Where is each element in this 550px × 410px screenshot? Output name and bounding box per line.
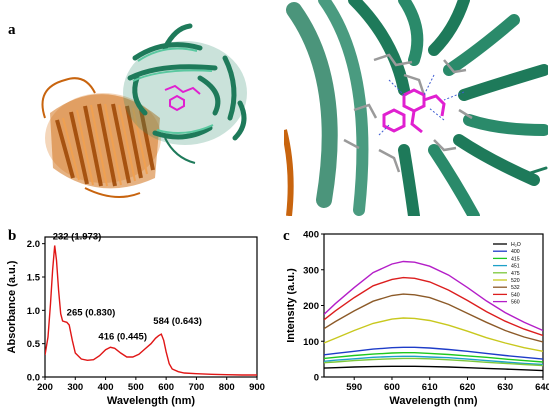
- panel-label-c: c: [283, 228, 290, 244]
- series-line-532: [324, 293, 543, 343]
- y-tick-label: 300: [303, 265, 319, 276]
- green-protein-domain: [123, 23, 247, 164]
- fluorescence-chart: 590 600 610 620 630 640 0 100 200 300 400 Wavelengt…: [287, 230, 549, 407]
- y-tick-label: 100: [303, 337, 319, 348]
- ligand-molecule: [164, 84, 201, 112]
- beta-barrel-domain: [41, 77, 161, 198]
- legend-label: H₂O: [511, 242, 521, 248]
- legend-label: 415: [511, 256, 520, 262]
- series-line: [45, 245, 257, 376]
- x-tick-label: 620: [460, 382, 476, 393]
- y-axis-title: Absorbance (a.u.): [6, 260, 18, 353]
- y-tick-label: 0.5: [27, 339, 41, 350]
- green-beta-sheets: [286, 0, 548, 216]
- peak-label: 265 (0.830): [67, 308, 116, 319]
- series-line-415: [324, 351, 543, 363]
- peak-label: 232 (1.973): [53, 231, 102, 242]
- y-tick-label: 400: [303, 230, 319, 241]
- series-line-451: [324, 355, 543, 366]
- x-tick-label: 300: [67, 382, 83, 393]
- x-axis-title: Wavelength (nm): [389, 395, 478, 407]
- orange-strand: [284, 129, 294, 216]
- series-line-520: [324, 317, 543, 352]
- legend-label: 532: [511, 285, 520, 291]
- x-tick-label: 700: [188, 382, 204, 393]
- legend-label: 520: [511, 278, 520, 284]
- binding-site-closeup: [284, 0, 548, 216]
- x-tick-label: 900: [249, 382, 265, 393]
- absorbance-chart: 200 300 400 500 600 700 800 900 0.0 0.5 1.0 1.5 2.0 W…: [6, 231, 265, 407]
- series-line-400: [324, 346, 543, 360]
- x-tick-label: 200: [37, 382, 53, 393]
- panel-label-b: b: [8, 228, 17, 244]
- x-axis-title: Wavelength (nm): [107, 395, 196, 407]
- plot-frame: [44, 236, 258, 378]
- ligand-highlight: [382, 88, 446, 134]
- x-tick-label: 610: [422, 382, 438, 393]
- y-tick-label: 2.0: [27, 239, 40, 250]
- legend-label: 560: [511, 300, 520, 306]
- residue-sticks: [343, 53, 473, 173]
- hydrogen-bonds: [378, 74, 465, 136]
- series-line-ho: [324, 365, 543, 372]
- x-tick-label: 640: [535, 382, 549, 393]
- y-tick-label: 200: [303, 301, 319, 312]
- y-tick-label: 1.5: [27, 273, 41, 284]
- x-tick-label: 600: [384, 382, 400, 393]
- legend-label: 451: [511, 264, 520, 270]
- y-tick-label: 0: [314, 373, 319, 384]
- protein-structure-overview: [41, 23, 247, 198]
- series-line-475: [324, 357, 543, 367]
- y-tick-label: 1.0: [27, 306, 40, 317]
- legend-label: 540: [511, 292, 520, 298]
- y-tick-label: 0.0: [27, 373, 40, 384]
- x-tick-label: 600: [158, 382, 174, 393]
- legend-label: 400: [511, 249, 520, 255]
- peak-label: 416 (0.445): [98, 331, 147, 342]
- x-tick-label: 500: [128, 382, 144, 393]
- series-line-540: [324, 276, 543, 337]
- legend-label: 475: [511, 271, 520, 277]
- peak-label: 584 (0.643): [153, 316, 202, 327]
- x-tick-label: 800: [219, 382, 235, 393]
- x-tick-label: 400: [98, 382, 114, 393]
- series-line-560: [324, 260, 543, 332]
- x-tick-label: 590: [346, 382, 362, 393]
- x-tick-label: 630: [497, 382, 513, 393]
- panel-label-a: a: [8, 22, 16, 38]
- y-axis-title: Intensity (a.u.): [287, 268, 297, 343]
